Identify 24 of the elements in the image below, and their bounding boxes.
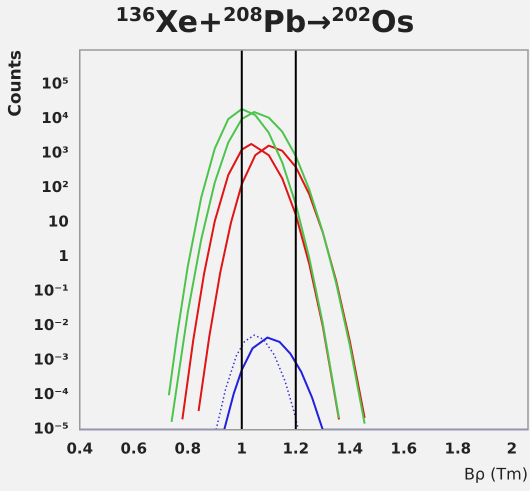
y-tick-label: 10³: [41, 143, 69, 162]
y-tick-label: 10⁻¹: [33, 282, 69, 300]
x-tick-label: 1.8: [444, 440, 472, 458]
line-series: [215, 334, 300, 430]
y-tick-label: 10⁴: [41, 108, 69, 127]
y-tick-label: 10²: [41, 178, 69, 196]
x-tick-label: 0.8: [174, 440, 202, 458]
x-tick-label: 1: [236, 440, 247, 458]
y-tick-label: 10⁻²: [33, 316, 69, 334]
y-tick-label: 10: [48, 212, 69, 231]
y-tick-label: 10⁵: [41, 74, 69, 92]
x-tick-label: 2: [506, 440, 518, 458]
x-tick-label: 1.2: [282, 440, 310, 458]
y-tick-label: 10⁻⁴: [33, 385, 69, 404]
x-tick-label: 0.4: [66, 440, 94, 458]
y-tick-label: 10⁻⁵: [33, 420, 69, 438]
y-tick-label: 10⁻³: [33, 350, 69, 369]
x-axis-title: Bρ (Tm): [464, 464, 528, 484]
x-tick-label: 1.6: [390, 440, 418, 458]
x-tick-label: 0.6: [120, 440, 148, 458]
y-tick-label: 1: [58, 247, 69, 266]
y-axis-title: Counts: [6, 50, 26, 117]
chart-title: $^{136}$Xe+$^{208}$Pb→$^{202}$Os: [114, 4, 416, 40]
x-tick-label: 1.4: [336, 440, 364, 458]
